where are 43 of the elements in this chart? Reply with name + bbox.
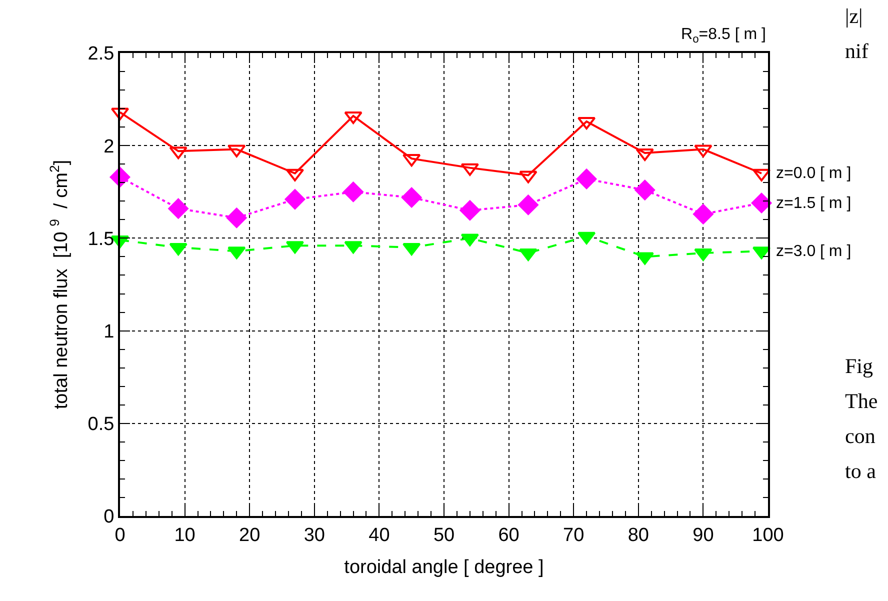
y-tick-label: 2.5 xyxy=(88,44,114,65)
x-tick-label: 10 xyxy=(174,524,196,546)
point xyxy=(519,170,538,184)
y-tick-label: 1.5 xyxy=(88,228,114,250)
series-label: z=3.0 [ m ] xyxy=(776,243,852,260)
x-tick-label: 30 xyxy=(304,524,325,546)
point xyxy=(169,146,188,160)
x-axis-title: toroidal angle [ degree ] xyxy=(344,557,544,578)
point xyxy=(694,248,712,262)
text: The xyxy=(845,389,878,413)
x-tick-label: 80 xyxy=(628,524,649,546)
series-label: z=0.0 [ m ] xyxy=(776,165,852,182)
point xyxy=(228,144,246,158)
text: Fig xyxy=(845,354,874,378)
x-tick-label: 70 xyxy=(563,524,584,546)
x-tick-label: 90 xyxy=(692,524,714,546)
point xyxy=(460,163,479,176)
y-tick-label: 2 xyxy=(104,136,114,158)
x-tick-label: 20 xyxy=(239,524,260,546)
y-tick-label: 0 xyxy=(104,506,114,528)
text: |z| xyxy=(845,4,868,28)
text: con xyxy=(845,424,876,448)
x-tick-label: 100 xyxy=(752,524,784,546)
point xyxy=(694,144,712,158)
point xyxy=(402,154,421,167)
text: R$_{o}$=8.5 [ m ] xyxy=(681,26,766,46)
point xyxy=(636,148,654,162)
point xyxy=(344,241,362,254)
y-tick-label: 1 xyxy=(104,321,114,342)
y-tick-label: 0.5 xyxy=(88,414,114,436)
point xyxy=(636,252,654,265)
point xyxy=(169,242,188,256)
text: nif xyxy=(845,39,868,63)
x-tick-label: 40 xyxy=(368,524,390,546)
x-tick-label: 50 xyxy=(433,524,455,546)
point xyxy=(344,111,362,124)
x-tick-label: 60 xyxy=(498,524,520,546)
point xyxy=(519,248,538,262)
text: to a xyxy=(845,459,877,483)
series-label: z=1.5 [ m ] xyxy=(776,195,852,212)
point xyxy=(460,234,479,246)
point xyxy=(402,242,421,256)
point xyxy=(228,246,246,260)
